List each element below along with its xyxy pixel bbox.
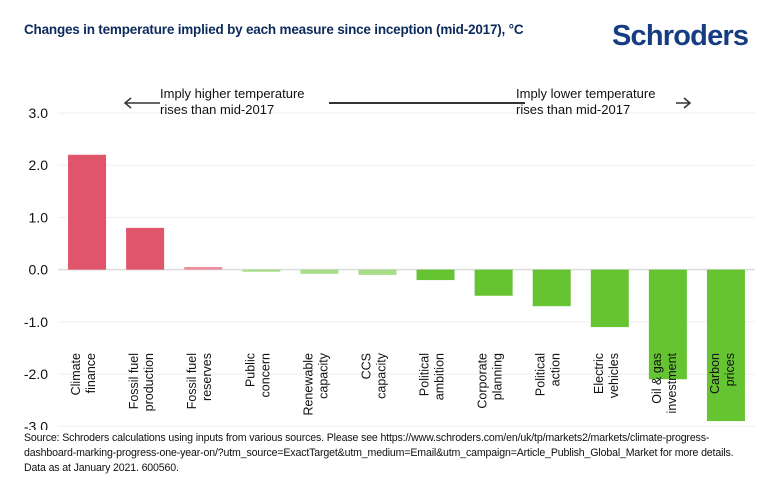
x-tick-label: planning [491, 353, 505, 400]
x-tick-label: Public [243, 353, 257, 387]
y-tick-label: 2.0 [29, 157, 49, 173]
bar [242, 269, 281, 272]
x-tick-label: Electric [592, 353, 606, 394]
y-tick-label: 0.0 [29, 262, 49, 278]
x-tick-label: capacity [316, 352, 330, 399]
x-tick-label: investment [665, 352, 679, 413]
y-tick-label: 1.0 [29, 209, 49, 225]
x-tick-label: Oil & gas [650, 353, 664, 404]
bar [416, 269, 455, 281]
bar [532, 269, 571, 307]
y-tick-label: -1.0 [24, 314, 48, 330]
x-tick-label: vehicles [607, 353, 621, 398]
y-tick-label: -3.0 [24, 418, 48, 430]
x-tick-label: reserves [200, 353, 214, 401]
annotation-left: Imply higher temperature [160, 86, 305, 101]
x-tick-label: Climate [69, 353, 83, 395]
x-tick-label: Renewable [301, 353, 315, 416]
x-tick-label: Fossil fuel [127, 353, 141, 409]
x-tick-label: finance [84, 353, 98, 393]
bar [648, 269, 687, 380]
bar [706, 269, 745, 422]
x-tick-label: Fossil fuel [185, 353, 199, 409]
x-tick-label: Political [534, 353, 548, 396]
schroders-logo: Schroders [612, 20, 749, 52]
y-tick-label: 3.0 [29, 105, 49, 121]
bar [358, 269, 397, 275]
source-note: Source: Schroders calculations using inp… [24, 432, 734, 474]
annotation-right: rises than mid-2017 [516, 102, 630, 117]
x-tick-label: capacity [374, 352, 388, 399]
bar-chart: 3.02.01.00.0-1.0-2.0-3.0-4.0Climatefinan… [24, 86, 755, 430]
bar [474, 269, 513, 296]
chart-title: Changes in temperature implied by each m… [24, 22, 524, 37]
bar [590, 269, 629, 328]
x-tick-label: action [549, 353, 563, 386]
x-tick-label: Political [418, 353, 432, 396]
x-tick-label: prices [723, 353, 737, 386]
annotation-right: Imply lower temperature [516, 86, 655, 101]
annotation-left: rises than mid-2017 [160, 102, 274, 117]
x-tick-label: concern [258, 353, 272, 398]
y-tick-label: -2.0 [24, 366, 48, 382]
x-tick-label: Carbon [708, 353, 722, 394]
arrow-left-icon [123, 97, 132, 109]
arrow-right-icon [683, 97, 692, 109]
bar [126, 227, 165, 270]
x-tick-label: CCS [359, 353, 373, 379]
x-tick-label: production [142, 353, 156, 411]
bar [68, 154, 107, 270]
x-tick-label: ambition [433, 353, 447, 400]
bar [184, 267, 223, 270]
bar [300, 269, 339, 274]
x-tick-label: Corporate [476, 353, 490, 409]
